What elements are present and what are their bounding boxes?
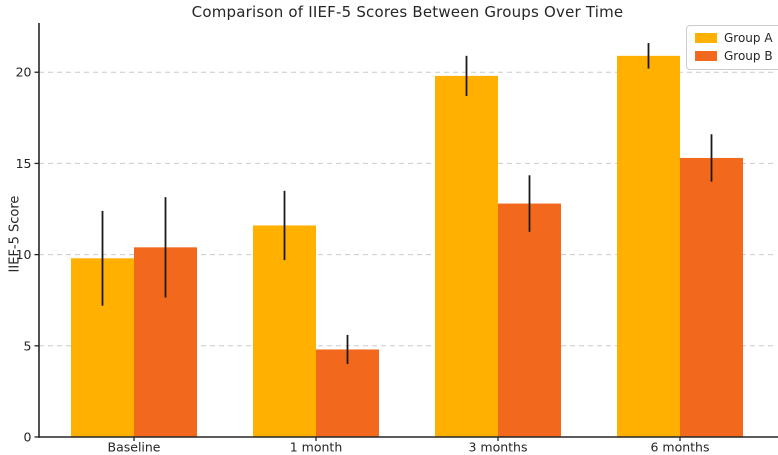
x-tick-label-1-month: 1 month xyxy=(290,440,343,455)
legend-swatch-icon xyxy=(695,33,717,43)
legend-item-group-b: Group B xyxy=(695,49,773,63)
x-tick-label-3-months: 3 months xyxy=(468,440,527,455)
bar-group-a-3-months xyxy=(435,75,498,438)
legend-label: Group A xyxy=(724,31,773,45)
legend-swatch-icon xyxy=(695,51,717,61)
y-tick-label-0: 0 xyxy=(24,430,32,445)
y-tick-label-20: 20 xyxy=(16,65,32,80)
legend: Group A Group B xyxy=(686,25,778,70)
bar-group-b-6-months xyxy=(680,157,743,437)
legend-item-group-a: Group A xyxy=(695,31,773,45)
y-tick-label-10: 10 xyxy=(16,247,32,262)
y-axis-label: IIEF-5 Score xyxy=(7,195,23,273)
bar-group-b-3-months xyxy=(498,203,561,437)
legend-label: Group B xyxy=(724,49,773,63)
bar-group-a-1-month xyxy=(253,225,316,437)
y-tick-label-5: 5 xyxy=(24,338,32,353)
chart-title: Comparison of IIEF-5 Scores Between Grou… xyxy=(191,3,624,21)
bar-group-a-6-months xyxy=(617,55,680,438)
x-tick-label-6-months: 6 months xyxy=(650,440,709,455)
x-tick-label-baseline: Baseline xyxy=(108,440,161,455)
y-tick-label-15: 15 xyxy=(16,156,32,171)
